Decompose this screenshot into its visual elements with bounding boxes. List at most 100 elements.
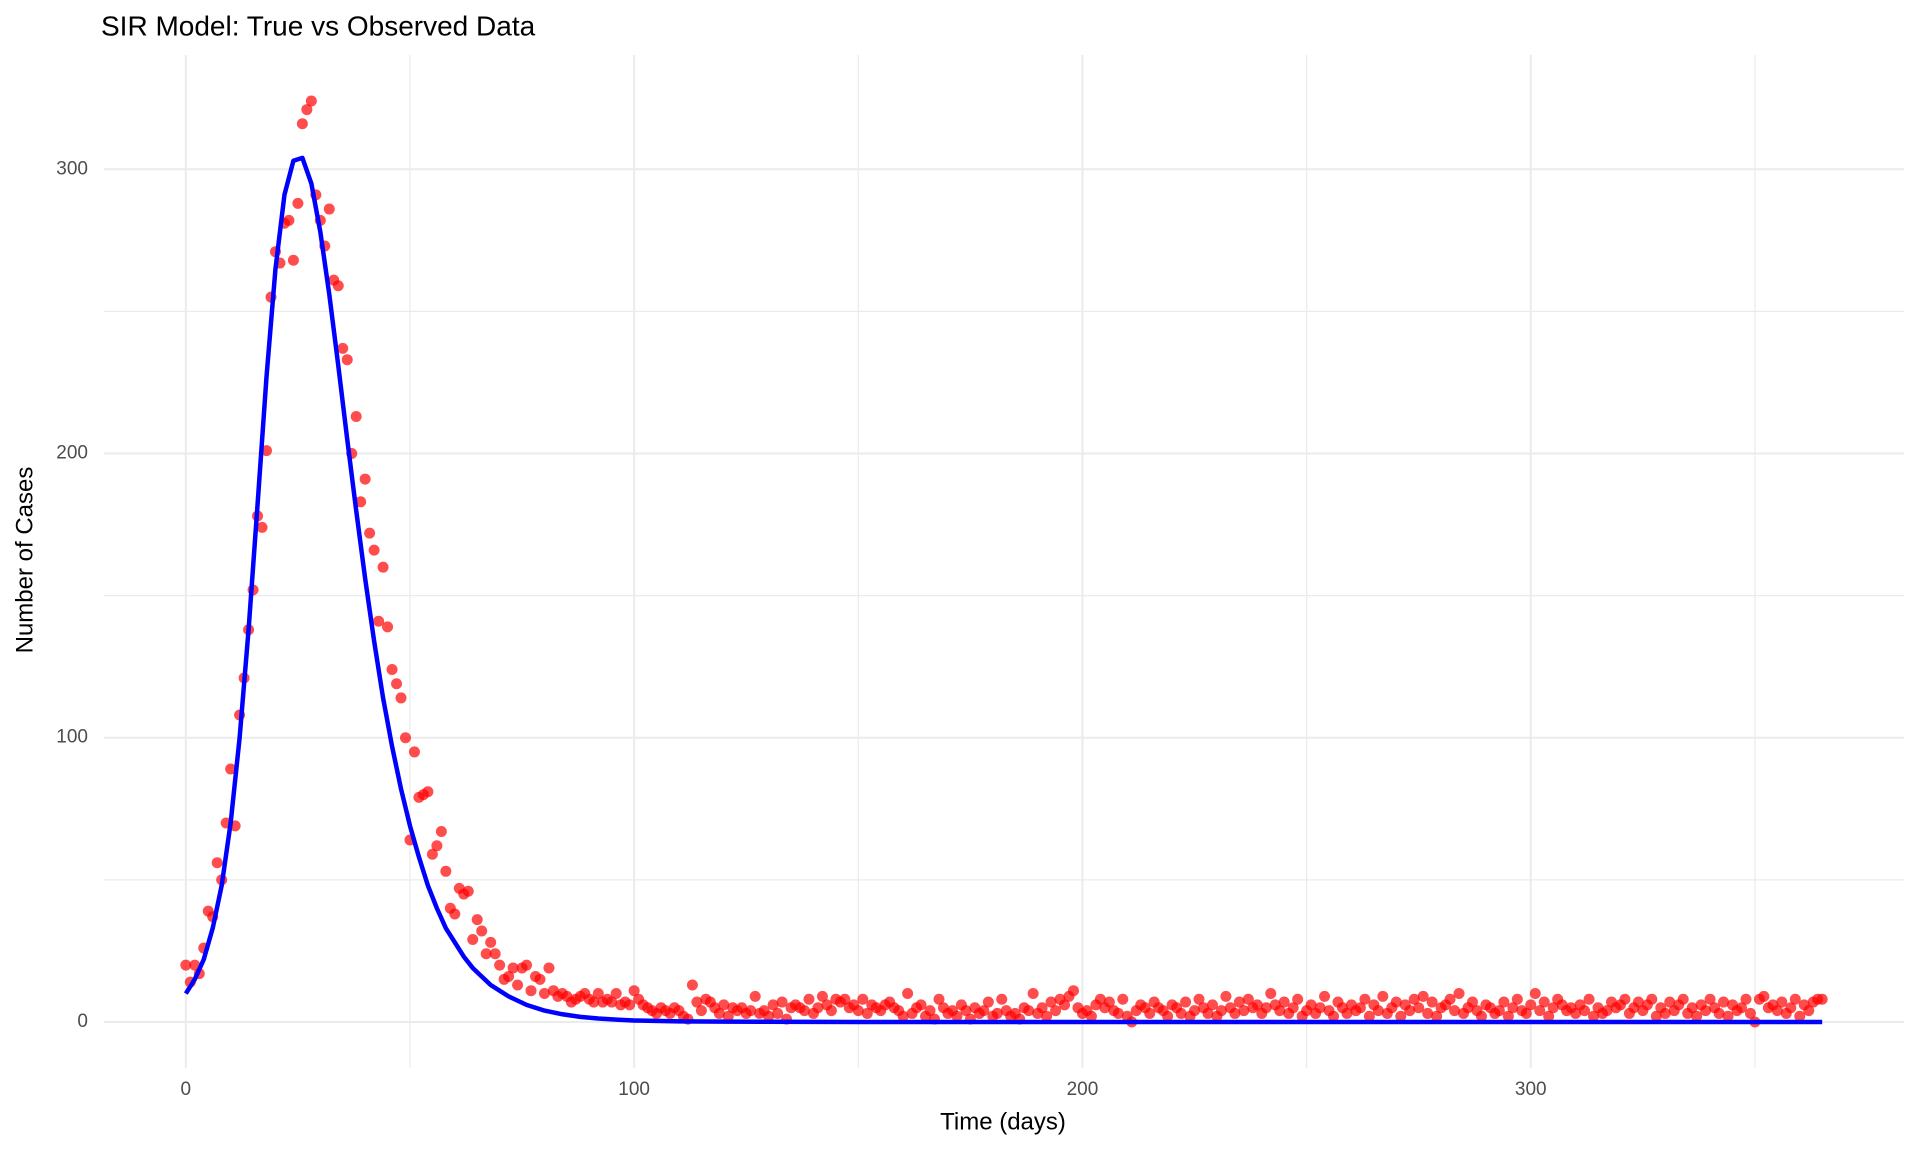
- data-point: [1570, 1007, 1582, 1019]
- true-curve: [183, 155, 1823, 1025]
- data-point: [1700, 1005, 1712, 1017]
- data-point: [1162, 1010, 1174, 1022]
- data-point: [1650, 1010, 1662, 1022]
- data-point: [951, 1010, 963, 1022]
- data-point: [538, 988, 550, 1000]
- data-point: [1305, 999, 1317, 1011]
- data-point: [1059, 999, 1071, 1011]
- data-point: [1758, 990, 1770, 1002]
- data-point: [467, 934, 479, 946]
- data-point: [1229, 1007, 1241, 1019]
- chart-title: SIR Model: True vs Observed Data: [101, 10, 536, 41]
- data-point: [1449, 1005, 1461, 1017]
- data-point: [1395, 1010, 1407, 1022]
- data-point: [1292, 993, 1304, 1005]
- data-point: [960, 1005, 972, 1017]
- data-point: [408, 746, 420, 758]
- data-point: [816, 990, 828, 1002]
- data-point: [624, 999, 636, 1011]
- data-point: [996, 993, 1008, 1005]
- data-point: [763, 1010, 775, 1022]
- data-point: [1534, 1005, 1546, 1017]
- data-point: [1287, 1002, 1299, 1014]
- data-point: [440, 865, 452, 877]
- data-point: [588, 996, 600, 1008]
- data-point: [691, 996, 703, 1008]
- data-point: [1659, 1007, 1671, 1019]
- data-point: [399, 732, 411, 744]
- data-point: [341, 354, 353, 366]
- data-point: [1260, 1002, 1272, 1014]
- data-point: [225, 763, 237, 775]
- data-point: [852, 1005, 864, 1017]
- data-point: [1803, 1005, 1815, 1017]
- data-point: [507, 962, 519, 974]
- data-point: [1816, 993, 1828, 1005]
- data-point: [1319, 990, 1331, 1002]
- data-point: [1067, 985, 1079, 997]
- data-point: [1363, 1010, 1375, 1022]
- data-point: [610, 988, 622, 1000]
- data-point: [1045, 996, 1057, 1008]
- data-point: [1646, 993, 1658, 1005]
- data-point: [897, 1010, 909, 1022]
- data-point: [722, 1010, 734, 1022]
- data-point: [825, 1005, 837, 1017]
- data-point: [933, 993, 945, 1005]
- data-point: [798, 1005, 810, 1017]
- data-point: [1390, 996, 1402, 1008]
- data-point: [1713, 1007, 1725, 1019]
- data-point: [471, 914, 483, 926]
- data-point: [503, 970, 515, 982]
- data-point: [978, 1005, 990, 1017]
- data-point: [1251, 999, 1263, 1011]
- data-point: [1579, 1005, 1591, 1017]
- data-point: [395, 692, 407, 704]
- data-point: [525, 985, 537, 997]
- data-point: [1789, 993, 1801, 1005]
- data-point: [1475, 1010, 1487, 1022]
- data-point: [1103, 996, 1115, 1008]
- data-point: [686, 979, 698, 991]
- data-point: [368, 544, 380, 556]
- data-point: [1372, 1005, 1384, 1017]
- data-point: [1744, 1007, 1756, 1019]
- data-point: [1144, 1007, 1156, 1019]
- data-point: [745, 1005, 757, 1017]
- y-tick-label: 300: [56, 158, 88, 179]
- data-point: [1175, 1007, 1187, 1019]
- data-point: [839, 993, 851, 1005]
- data-point: [1242, 993, 1254, 1005]
- data-point: [1206, 999, 1218, 1011]
- data-point: [480, 948, 492, 960]
- data-point: [296, 118, 308, 130]
- data-point: [422, 786, 434, 798]
- data-point: [718, 999, 730, 1011]
- data-point: [1422, 1007, 1434, 1019]
- data-point: [1547, 1002, 1559, 1014]
- data-point: [435, 826, 447, 838]
- data-point: [512, 979, 524, 991]
- data-point: [1180, 996, 1192, 1008]
- data-point: [713, 1007, 725, 1019]
- data-point: [476, 925, 488, 937]
- data-point: [982, 996, 994, 1008]
- x-tick-label: 0: [181, 1079, 192, 1100]
- data-point: [812, 1002, 824, 1014]
- data-point: [1359, 993, 1371, 1005]
- data-point: [1431, 1010, 1443, 1022]
- data-point: [803, 993, 815, 1005]
- data-point: [485, 936, 497, 948]
- data-point: [1189, 1005, 1201, 1017]
- data-point: [861, 1007, 873, 1019]
- data-point: [1027, 988, 1039, 1000]
- data-point: [1632, 996, 1644, 1008]
- data-point: [1583, 993, 1595, 1005]
- data-point: [382, 621, 394, 633]
- data-point: [1686, 1002, 1698, 1014]
- x-axis-label: Time (days): [940, 1108, 1066, 1135]
- data-point: [1588, 1010, 1600, 1022]
- data-point: [1408, 993, 1420, 1005]
- y-axis-label: Number of Cases: [11, 467, 38, 654]
